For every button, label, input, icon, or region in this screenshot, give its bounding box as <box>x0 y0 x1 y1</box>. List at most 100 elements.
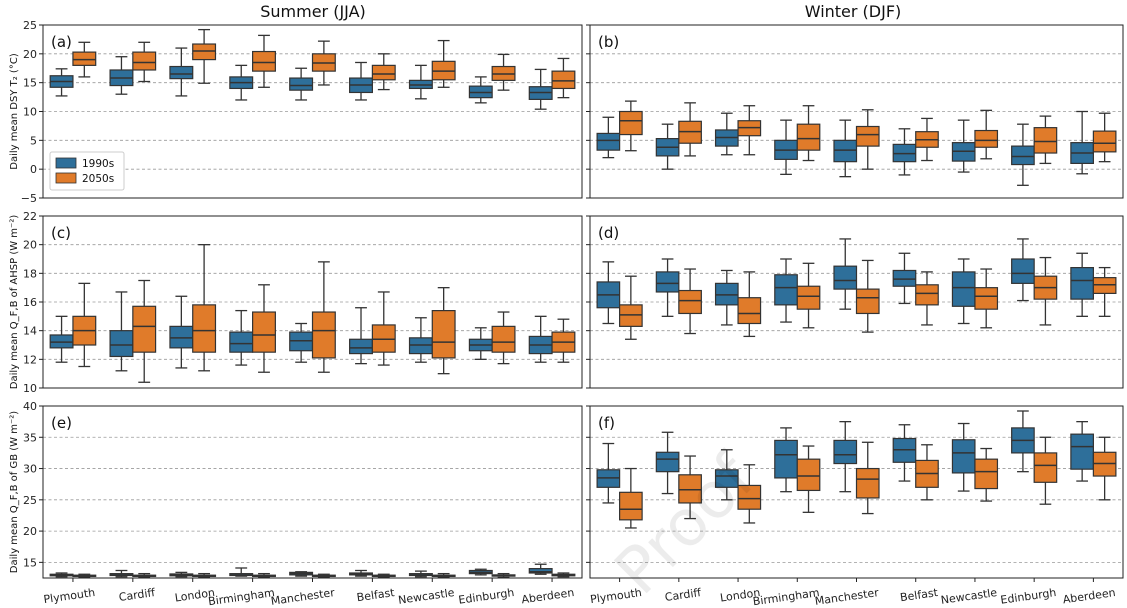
x-tick-label: Plymouth <box>43 586 96 606</box>
box-1990s-plymouth <box>49 68 74 97</box>
legend: 1990s 2050s <box>49 151 125 191</box>
box-1990s-london <box>169 47 194 97</box>
box-1990s-newcastle <box>408 317 433 363</box>
box-1990s-belfast <box>892 128 917 176</box>
panel-letter: (c) <box>51 224 71 242</box>
box-1990s-belfast <box>892 424 917 482</box>
box-2050s-edinburgh <box>491 311 516 365</box>
panel-letter: (e) <box>51 414 72 432</box>
panel-b: (b) <box>586 24 1124 199</box>
panel-letter: (d) <box>598 224 619 242</box>
box-2050s-manchester <box>311 40 336 86</box>
box-iqr <box>737 484 762 510</box>
panel-letter: (f) <box>598 414 615 432</box>
x-tick-label: Aberdeen <box>1062 586 1116 606</box>
box-1990s-manchester <box>289 322 314 363</box>
box-1990s-cardiff <box>109 56 134 95</box>
box-2050s-manchester <box>855 441 880 515</box>
box-1990s-london <box>169 571 194 578</box>
box-iqr <box>833 139 858 163</box>
box-iqr <box>192 43 217 61</box>
box-iqr <box>1070 267 1094 300</box>
box-2050s-london <box>192 28 217 84</box>
box-1990s-london <box>169 295 194 369</box>
box-1990s-edinburgh <box>1011 123 1035 186</box>
legend-swatch <box>55 157 77 169</box>
x-tick-label: London <box>719 586 761 604</box>
box-1990s-edinburgh <box>468 568 493 576</box>
box-iqr <box>915 284 939 306</box>
y-tick-label: 30 <box>23 463 37 476</box>
panel-frame <box>589 215 1124 389</box>
box-iqr <box>855 125 880 147</box>
box-1990s-aberdeen <box>1070 252 1094 317</box>
x-tick-label: Cardiff <box>664 586 702 604</box>
x-tick-label: Cardiff <box>118 586 156 604</box>
column-title-summer: Summer (JJA) <box>260 2 366 21</box>
box-2050s-aberdeen <box>1092 436 1117 501</box>
box-2050s-plymouth <box>619 275 643 340</box>
y-tick-label: 25 <box>23 19 37 32</box>
box-2050s-newcastle <box>974 268 999 329</box>
box-2050s-edinburgh <box>1033 436 1058 505</box>
box-1990s-newcastle <box>951 422 976 492</box>
box-2050s-plymouth <box>72 282 97 368</box>
box-2050s-london <box>737 464 762 524</box>
box-1990s-birmingham <box>229 567 254 577</box>
x-tick-label: Newcastle <box>940 586 998 607</box>
box-iqr <box>1092 130 1117 153</box>
box-iqr <box>1033 127 1058 154</box>
x-tick-label: Manchester <box>814 586 880 608</box>
box-2050s-belfast <box>371 53 396 91</box>
box-1990s-edinburgh <box>468 76 493 104</box>
y-tick-label: −5 <box>21 192 37 205</box>
x-tick-label: Edinburgh <box>458 586 515 607</box>
box-2050s-edinburgh <box>491 53 516 91</box>
box-1990s-aberdeen <box>528 68 553 110</box>
x-tick-label: Birmingham <box>752 586 820 608</box>
y-tick-label: 0 <box>30 163 37 176</box>
y-axis-label: Daily mean Q_F,B of GB (W m⁻²) <box>9 411 20 573</box>
y-tick-label: 20 <box>23 525 37 538</box>
box-iqr <box>737 297 762 325</box>
box-iqr <box>833 439 858 465</box>
box-2050s-belfast <box>915 444 939 501</box>
box-2050s-cardiff <box>678 455 702 520</box>
box-iqr <box>1033 452 1058 483</box>
legend-swatch <box>55 172 77 184</box>
box-iqr <box>72 51 97 66</box>
box-1990s-london <box>714 269 739 326</box>
y-axis-label: Daily mean Q_F,B of AHSP (W m⁻²) <box>9 215 20 390</box>
box-1990s-newcastle <box>951 258 976 325</box>
box-1990s-aberdeen <box>1070 110 1094 175</box>
box-iqr <box>833 265 858 290</box>
y-tick-label: 40 <box>23 400 37 413</box>
box-2050s-birmingham <box>252 284 276 373</box>
box-1990s-manchester <box>833 238 858 310</box>
box-iqr <box>951 271 976 307</box>
x-tick-label: Birmingham <box>207 586 275 608</box>
box-2050s-london <box>737 105 762 156</box>
panel-frame <box>42 215 583 389</box>
box-1990s-belfast <box>349 569 373 577</box>
panels-group: Daily mean DSY T₂ (°C) −5 0 5 10 15 20 25 (a) (b)… <box>9 19 1124 608</box>
box-1990s-london <box>714 449 739 501</box>
box-1990s-edinburgh <box>1011 238 1035 302</box>
box-iqr <box>528 568 553 574</box>
box-iqr <box>109 330 134 358</box>
box-2050s-newcastle <box>431 39 456 88</box>
box-1990s-cardiff <box>655 123 680 170</box>
box-1990s-belfast <box>349 307 373 365</box>
box-iqr <box>192 304 217 353</box>
box-2050s-edinburgh <box>491 572 516 579</box>
panel-frame <box>42 405 583 579</box>
x-tick-label: Manchester <box>270 586 336 608</box>
box-2050s-manchester <box>311 261 336 373</box>
y-tick-label: 5 <box>30 134 37 147</box>
y-tick-label: 10 <box>23 382 37 395</box>
box-iqr <box>796 285 821 310</box>
panel-letter: (b) <box>598 33 619 51</box>
box-iqr <box>951 439 976 474</box>
y-tick-label: 16 <box>23 296 37 309</box>
box-2050s-birmingham <box>796 105 821 162</box>
